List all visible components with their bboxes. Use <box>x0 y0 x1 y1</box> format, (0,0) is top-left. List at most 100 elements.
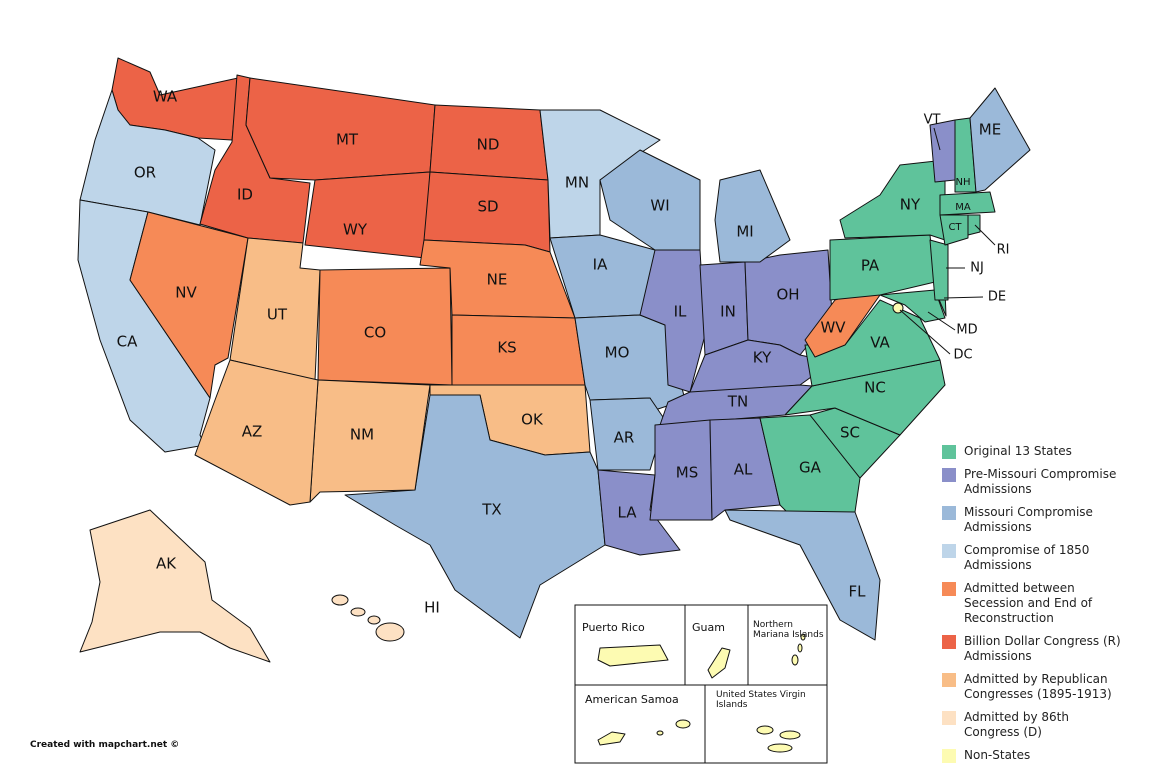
region-label: WA <box>153 88 178 106</box>
region-label: WV <box>820 319 846 337</box>
legend-label: Admitted by 86th Congress (D) <box>964 710 1069 739</box>
region-label: NV <box>175 284 197 302</box>
region-label: TX <box>481 501 501 519</box>
leader-line <box>899 309 951 355</box>
region <box>829 234 936 301</box>
region-label: IA <box>593 256 608 274</box>
region-label: CT <box>948 222 962 233</box>
territory-frames <box>574 604 828 764</box>
region-label: FL <box>849 583 867 601</box>
region <box>967 214 981 236</box>
region-label: IL <box>674 303 687 321</box>
region <box>350 607 366 617</box>
legend-label: Non-States <box>964 748 1031 762</box>
region <box>839 159 946 241</box>
region <box>344 394 606 639</box>
region-label: OH <box>776 286 799 304</box>
region <box>756 725 774 735</box>
region-label: MT <box>336 131 359 149</box>
region-label: PA <box>861 257 880 275</box>
region-label: VA <box>870 334 890 352</box>
region <box>375 622 405 642</box>
region-label: MO <box>605 344 630 362</box>
region <box>367 615 381 625</box>
leader-lines <box>899 127 996 355</box>
leader-line <box>927 311 956 331</box>
region-label: RI <box>997 243 1010 258</box>
region-label: DC <box>953 348 972 363</box>
region-label: AR <box>614 429 635 447</box>
region <box>939 191 996 216</box>
region <box>797 643 803 653</box>
region-label: VT <box>924 113 941 128</box>
region-label: KS <box>497 339 516 357</box>
legend-swatch <box>942 711 956 725</box>
region-label: MA <box>955 202 971 213</box>
region <box>79 509 271 663</box>
region <box>597 731 626 746</box>
leader-line <box>943 296 984 299</box>
region-label: SD <box>477 198 498 216</box>
region <box>451 314 586 386</box>
region-label: OR <box>134 164 156 182</box>
legend-label: Pre-Missouri Compromise Admissions <box>964 467 1117 496</box>
region-label: GA <box>799 459 822 477</box>
region-label: AL <box>734 461 753 479</box>
legend-label: Original 13 States <box>964 444 1072 458</box>
region-label: MN <box>565 174 589 192</box>
region-label: NC <box>864 379 886 397</box>
region-label: CA <box>117 333 138 351</box>
territory-label: Guam <box>692 621 725 634</box>
region <box>639 249 706 393</box>
region <box>649 419 713 521</box>
region-label: TN <box>727 393 748 411</box>
region <box>539 109 661 239</box>
region-label: NE <box>487 271 508 289</box>
region-label: AK <box>156 555 177 573</box>
region <box>304 171 431 259</box>
region <box>656 730 664 736</box>
region-label: ID <box>237 186 253 204</box>
region-label: KY <box>753 349 772 367</box>
territory-label: Northern Mariana Islands <box>753 620 824 640</box>
region-label: NJ <box>970 261 984 276</box>
frame <box>574 604 828 764</box>
legend-label: Admitted by Republican Congresses (1895-… <box>964 672 1112 701</box>
leader-line <box>974 224 996 246</box>
legend-label: Billion Dollar Congress (R) Admissions <box>964 634 1121 663</box>
region-label: MS <box>676 464 698 482</box>
region <box>724 509 881 641</box>
legend-swatch <box>942 544 956 558</box>
territory-label: American Samoa <box>585 693 679 706</box>
region <box>969 87 1031 193</box>
region <box>939 214 969 246</box>
territory-label: United States Virgin Islands <box>716 690 806 710</box>
legend-swatch <box>942 506 956 520</box>
region <box>767 743 793 753</box>
region <box>929 119 956 183</box>
territory-label: Puerto Rico <box>582 621 645 634</box>
region <box>675 719 691 729</box>
region-label: CO <box>364 324 386 342</box>
credit: Created with mapchart.net © <box>30 740 180 750</box>
region <box>331 594 349 606</box>
region-label: NM <box>350 426 374 444</box>
legend-label: Admitted between Secession and End of Re… <box>964 581 1093 625</box>
leader-line <box>933 127 941 151</box>
legend-swatch <box>942 582 956 596</box>
legend-swatch <box>942 749 956 763</box>
region <box>929 239 949 301</box>
legend-swatch <box>942 635 956 649</box>
region-label: HI <box>424 599 440 617</box>
region-label: MI <box>736 223 753 241</box>
region-label: SC <box>840 424 860 442</box>
region <box>79 89 216 226</box>
region-label: AZ <box>242 423 263 441</box>
region-label: MD <box>956 323 977 338</box>
region <box>714 169 791 263</box>
region <box>800 633 806 641</box>
region-label: NH <box>956 177 971 188</box>
legend-swatch <box>942 468 956 482</box>
